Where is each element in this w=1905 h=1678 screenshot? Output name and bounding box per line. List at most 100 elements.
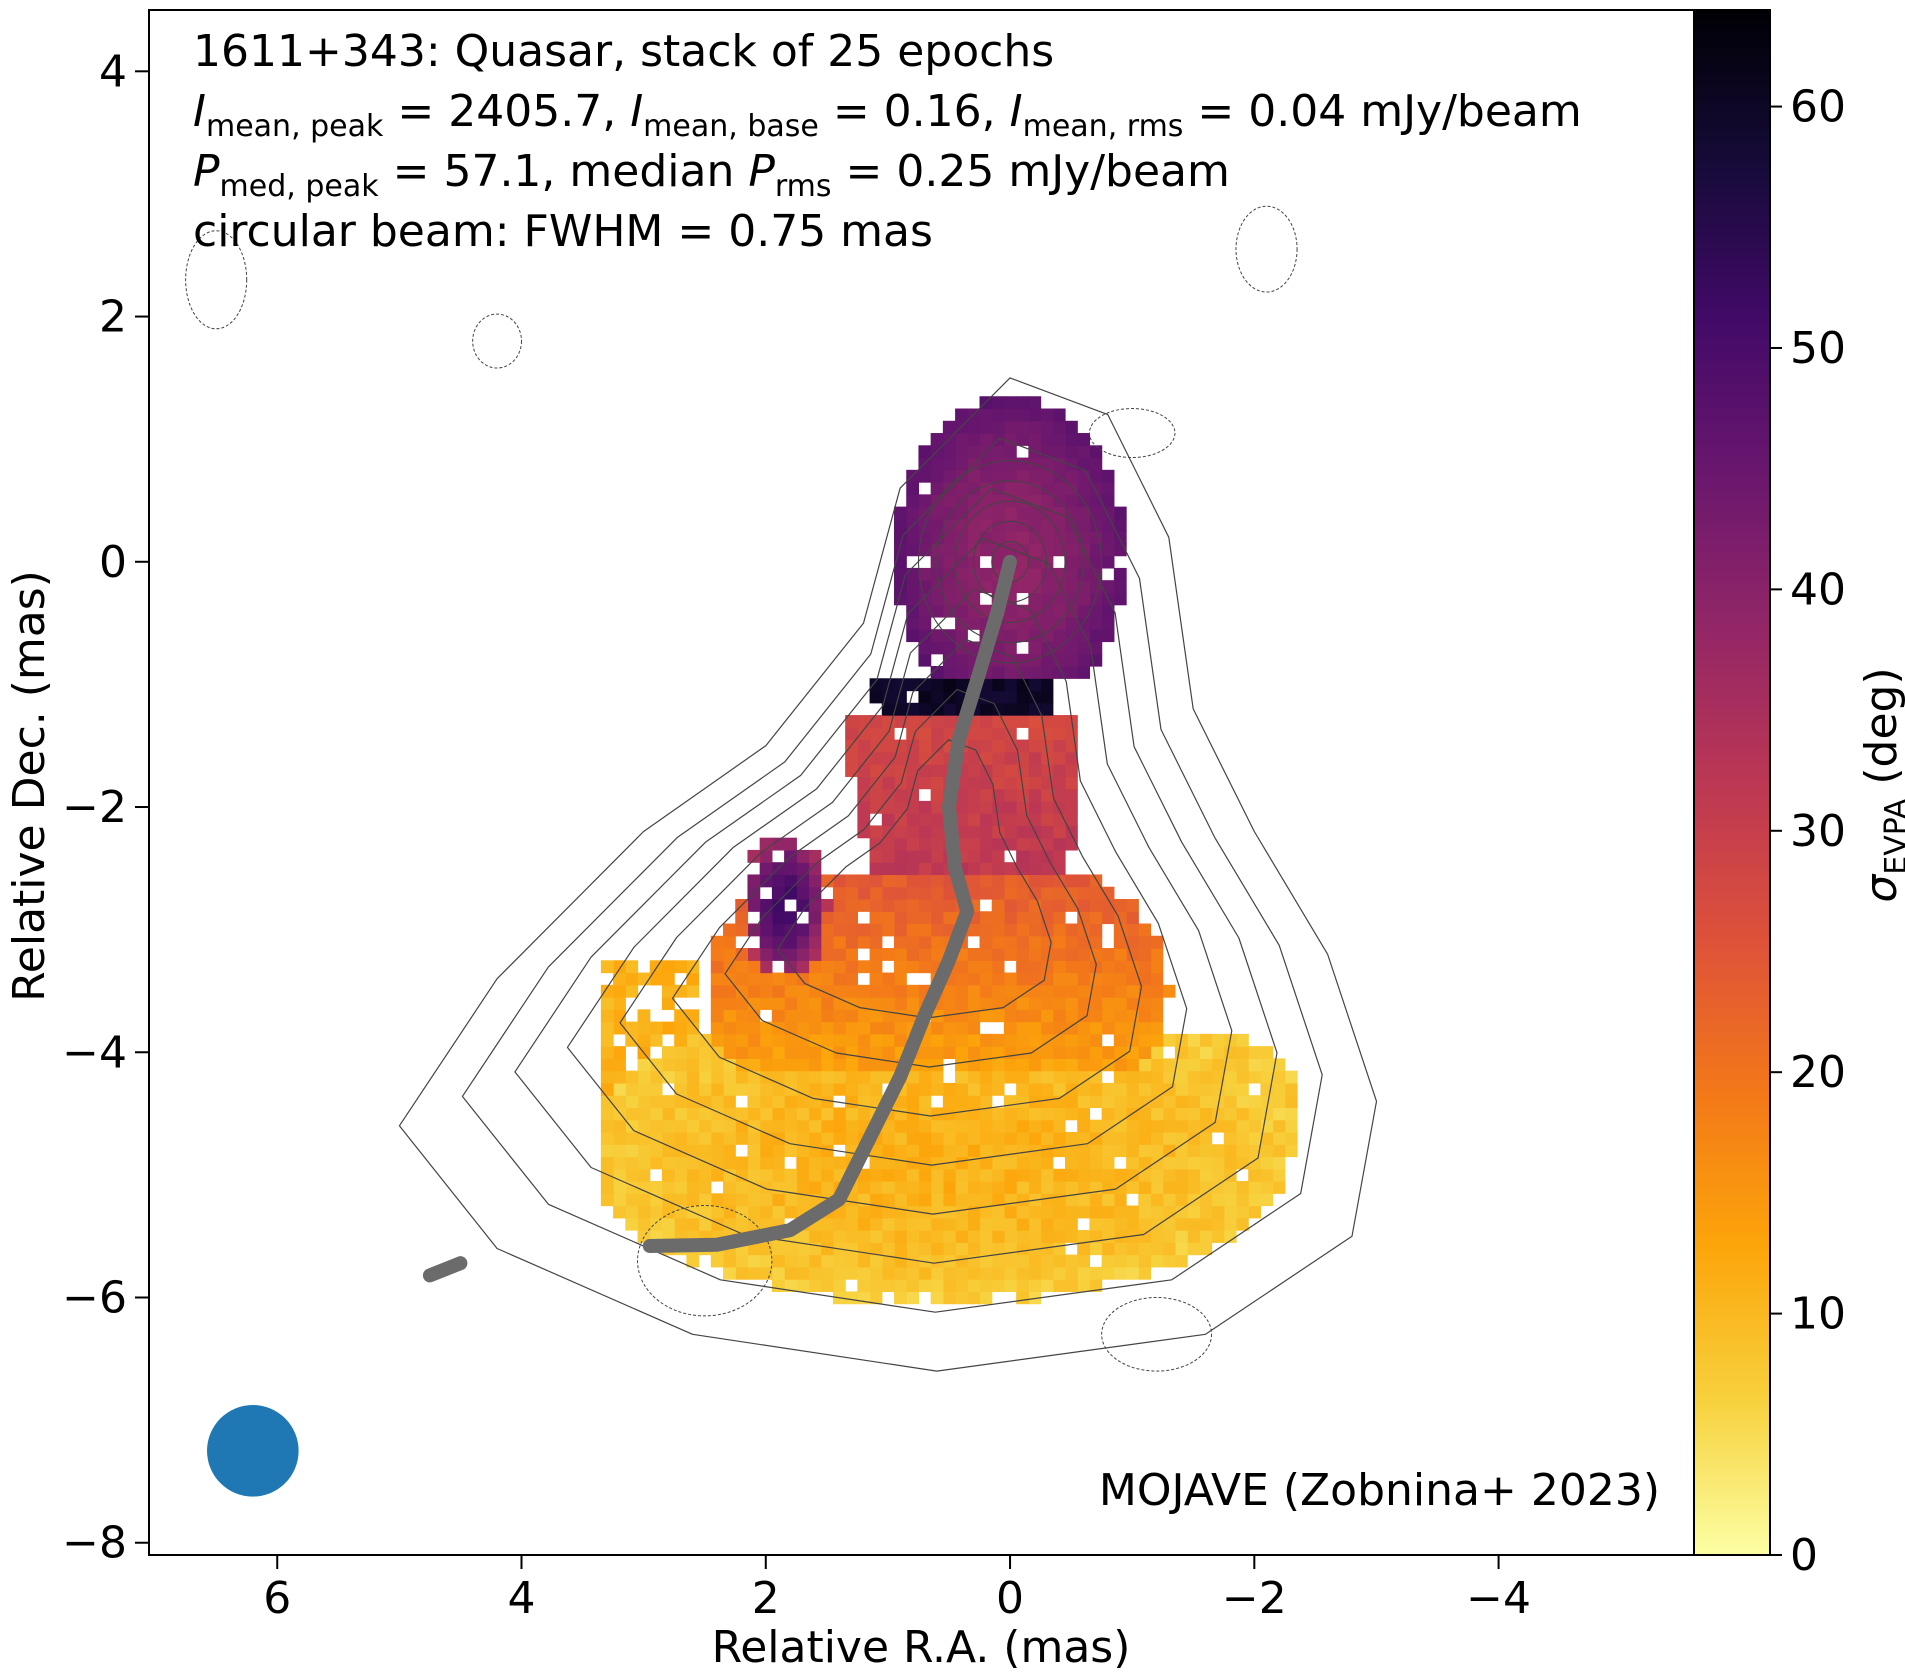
map-pixel — [955, 1254, 968, 1268]
map-pixel — [906, 874, 920, 888]
map-pixel — [759, 1168, 773, 1182]
map-pixel — [881, 739, 895, 753]
map-pixel — [1065, 972, 1078, 986]
map-pixel — [1028, 641, 1042, 655]
map-pixel — [1150, 1119, 1164, 1133]
map-pixel — [747, 1107, 761, 1121]
map-pixel — [784, 1205, 797, 1219]
map-pixel — [1052, 629, 1066, 643]
map-pixel — [1101, 555, 1115, 569]
x-tick-label: −4 — [1466, 1573, 1531, 1624]
map-pixel — [832, 1217, 846, 1231]
map-pixel — [979, 923, 993, 937]
x-tick-label: −2 — [1222, 1573, 1287, 1624]
map-pixel — [674, 1009, 687, 1023]
map-pixel — [1052, 1205, 1066, 1219]
map-pixel — [1187, 1070, 1200, 1084]
map-pixel — [1065, 960, 1078, 974]
map-pixel — [1040, 592, 1054, 606]
map-pixel — [1003, 751, 1017, 765]
map-pixel — [845, 715, 858, 728]
map-pixel — [869, 1181, 883, 1194]
map-pixel — [1040, 1144, 1054, 1158]
y-axis-label: Relative Dec. (mas) — [4, 570, 55, 1002]
map-pixel — [1138, 935, 1152, 949]
map-pixel — [942, 1181, 956, 1194]
map-pixel — [1028, 433, 1042, 446]
map-pixel — [894, 935, 907, 949]
map-pixel — [930, 482, 944, 495]
map-pixel — [918, 898, 932, 912]
map-pixel — [1138, 1181, 1152, 1194]
map-pixel — [784, 948, 797, 961]
map-pixel — [747, 1144, 761, 1158]
map-pixel — [991, 1230, 1005, 1243]
map-pixel — [930, 1156, 944, 1170]
map-pixel — [1223, 1156, 1237, 1170]
map-pixel — [1028, 702, 1042, 716]
map-pixel — [1040, 1193, 1054, 1207]
map-pixel — [906, 739, 920, 753]
map-pixel — [832, 1119, 846, 1133]
map-pixel — [820, 1021, 834, 1035]
map-pixel — [857, 739, 871, 753]
map-pixel — [930, 531, 944, 544]
map-pixel — [1040, 653, 1054, 667]
map-pixel — [991, 1254, 1005, 1268]
map-pixel — [1174, 1095, 1188, 1109]
map-pixel — [1028, 1082, 1042, 1096]
map-pixel — [808, 1266, 822, 1280]
map-pixel — [881, 1193, 895, 1207]
map-pixel — [747, 984, 761, 998]
map-pixel — [735, 1046, 749, 1059]
map-pixel — [1040, 1033, 1054, 1047]
map-pixel — [820, 1095, 834, 1109]
map-pixel — [1199, 1070, 1213, 1084]
map-pixel — [918, 494, 932, 508]
map-pixel — [600, 1095, 614, 1109]
map-pixel — [857, 1168, 871, 1182]
map-pixel — [674, 1168, 687, 1182]
map-pixel — [1138, 1107, 1152, 1121]
map-pixel — [1077, 1279, 1091, 1292]
map-pixel — [930, 1082, 944, 1096]
map-pixel — [1040, 641, 1054, 655]
map-pixel — [1065, 1009, 1078, 1023]
map-pixel — [1223, 1181, 1237, 1194]
map-pixel — [1028, 1058, 1042, 1072]
map-pixel — [967, 420, 981, 434]
map-pixel — [906, 1119, 920, 1133]
map-pixel — [955, 1193, 968, 1207]
map-pixel — [869, 1156, 883, 1170]
map-pixel — [1077, 1046, 1091, 1059]
map-pixel — [1065, 616, 1078, 630]
map-pixel — [942, 506, 956, 520]
map-pixel — [735, 1266, 749, 1280]
map-pixel — [930, 874, 944, 888]
map-pixel — [1101, 948, 1115, 961]
map-pixel — [1065, 629, 1078, 643]
map-pixel — [1040, 457, 1054, 471]
intensity-contour — [514, 487, 1278, 1264]
map-pixel — [1089, 911, 1103, 925]
map-pixel — [674, 1033, 687, 1047]
map-pixel — [710, 1082, 724, 1096]
map-pixel — [735, 1156, 749, 1170]
map-pixel — [747, 1082, 761, 1096]
map-pixel — [808, 1082, 822, 1096]
map-pixel — [796, 1095, 810, 1109]
map-pixel — [1003, 629, 1017, 643]
map-pixel — [967, 604, 981, 618]
map-pixel — [1211, 1205, 1225, 1219]
map-pixel — [894, 1254, 907, 1268]
map-pixel — [784, 935, 797, 949]
map-pixel — [1028, 666, 1042, 679]
map-pixel — [674, 1193, 687, 1207]
outer-contour — [1101, 1297, 1213, 1372]
map-pixel — [747, 1009, 761, 1023]
map-pixel — [820, 1181, 834, 1194]
map-pixel — [1052, 420, 1066, 434]
map-pixel — [1016, 1046, 1029, 1059]
map-pixel — [820, 1242, 834, 1256]
map-pixel — [979, 1009, 993, 1023]
